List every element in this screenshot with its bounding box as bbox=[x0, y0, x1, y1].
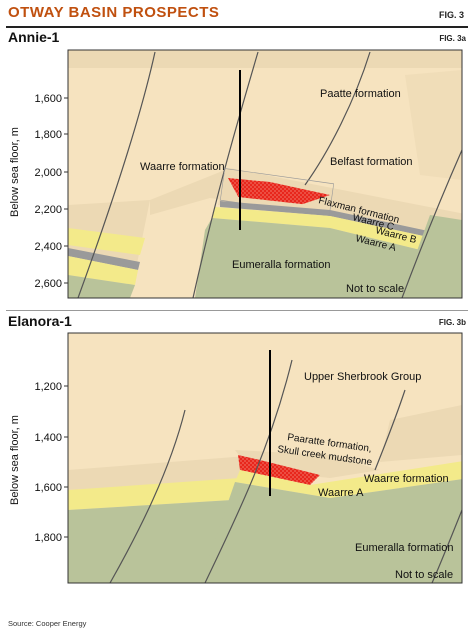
tick-label: 1,400 bbox=[34, 432, 62, 444]
scale-note: Not to scale bbox=[395, 569, 453, 581]
panel-a-title: Annie-1 bbox=[8, 29, 60, 45]
tick-label: 2,000 bbox=[34, 167, 62, 179]
tick-label: 1,800 bbox=[34, 129, 62, 141]
tick-label: 2,400 bbox=[34, 241, 62, 253]
source-note: Source: Cooper Energy bbox=[8, 619, 87, 628]
eumeralla-label: Eumeralla formation bbox=[355, 542, 453, 554]
panel-a-y-axis: 1,600 1,800 2,000 2,200 2,400 2,600 Belo… bbox=[9, 93, 68, 290]
waarre-formation-label: Waarre formation bbox=[364, 473, 449, 485]
header-rule bbox=[6, 26, 468, 28]
scale-note: Not to scale bbox=[346, 283, 404, 295]
tick-label: 1,600 bbox=[34, 93, 62, 105]
panel-b-y-axis: 1,200 1,400 1,600 1,800 Below sea floor,… bbox=[9, 381, 68, 544]
panel-divider bbox=[6, 310, 468, 311]
panel-a-frame bbox=[67, 49, 463, 299]
y-axis-label: Below sea floor, m bbox=[9, 127, 21, 217]
panel-a-fig: FIG. 3a bbox=[439, 34, 466, 43]
page-title: OTWAY BASIN PROSPECTS bbox=[8, 4, 220, 21]
panel-b-frame bbox=[67, 332, 463, 584]
tick-label: 2,600 bbox=[34, 278, 62, 290]
tick-label: 1,200 bbox=[34, 381, 62, 393]
waarre-formation-label: Waarre formation bbox=[140, 161, 225, 173]
tick-label: 1,600 bbox=[34, 482, 62, 494]
figure-number: FIG. 3 bbox=[438, 10, 464, 20]
paatte-label: Paatte formation bbox=[320, 88, 401, 100]
y-axis-label: Below sea floor, m bbox=[9, 415, 21, 505]
panel-b-title: Elanora-1 bbox=[8, 313, 72, 329]
panel-b-section bbox=[68, 333, 462, 583]
tick-label: 2,200 bbox=[34, 204, 62, 216]
panel-a-section bbox=[68, 50, 462, 298]
belfast-label: Belfast formation bbox=[330, 156, 413, 168]
waarre-a-label: Waarre A bbox=[318, 487, 364, 499]
panel-b-fig: FIG. 3b bbox=[438, 318, 466, 327]
tick-label: 1,800 bbox=[34, 532, 62, 544]
upper-sherbrook-label: Upper Sherbrook Group bbox=[304, 371, 421, 383]
eumeralla-label: Eumeralla formation bbox=[232, 259, 330, 271]
